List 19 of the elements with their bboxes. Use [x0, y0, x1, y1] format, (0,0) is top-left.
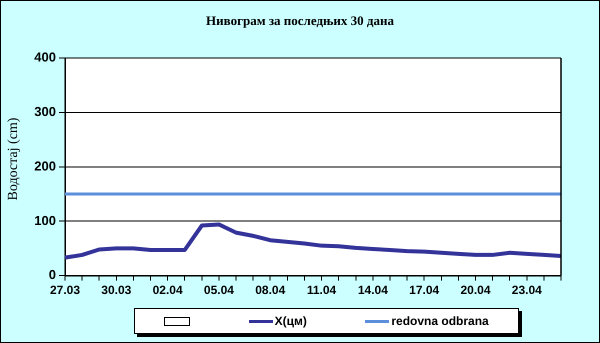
y-tick-label: 300 — [34, 104, 56, 119]
legend-label: redovna odbrana — [391, 314, 489, 328]
y-tick-label: 400 — [34, 50, 56, 65]
x-tick-label: 08.04 — [255, 283, 286, 298]
x-tick-label: 05.04 — [204, 283, 234, 298]
x-tick-label: 11.04 — [306, 283, 337, 298]
y-tick-label: 200 — [34, 158, 56, 174]
legend-label: X(цм) — [274, 314, 307, 328]
y-tick-label: 100 — [34, 212, 56, 228]
x-tick-label: 14.04 — [358, 283, 388, 298]
x-tick-label: 23.04 — [512, 283, 542, 298]
x-tick-label: 30.03 — [101, 283, 132, 298]
chart-title: Нивограм за последњих 30 дана — [205, 13, 395, 29]
x-tick-label: 02.04 — [152, 283, 183, 298]
x-tick-label: 17.04 — [409, 283, 440, 298]
y-axis-title: Водостај (cm) — [6, 116, 22, 202]
x-tick-label: 27.03 — [50, 283, 80, 298]
y-tick-label: 0 — [48, 267, 56, 282]
x-tick-label: 20.04 — [460, 283, 491, 298]
